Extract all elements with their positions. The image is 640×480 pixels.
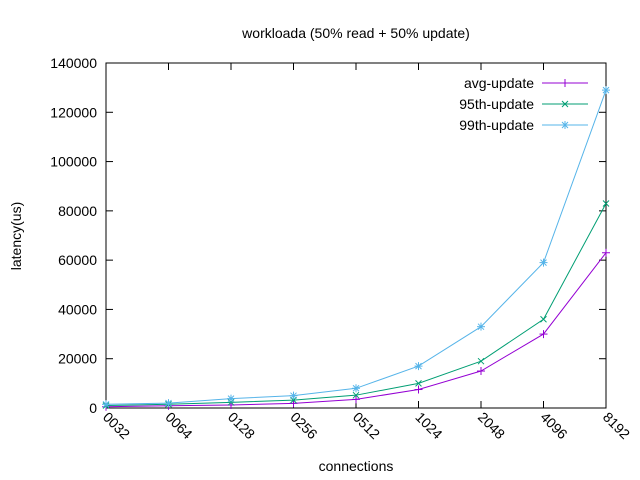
x-tick-label: 0032 (100, 409, 133, 442)
x-tick-label: 0064 (162, 409, 195, 442)
y-tick-label: 140000 (50, 55, 97, 71)
y-tick-label: 60000 (58, 252, 97, 268)
data-point (477, 367, 485, 376)
y-axis-label: latency(us) (8, 202, 24, 270)
x-tick-label: 2048 (475, 409, 508, 442)
data-point (227, 394, 235, 403)
data-point (352, 384, 360, 393)
legend-label: avg-update (464, 75, 534, 91)
data-point (561, 121, 569, 129)
y-tick-label: 0 (89, 400, 97, 416)
series-line-95th-update (105, 203, 607, 407)
y-tick-label: 20000 (58, 351, 97, 367)
x-tick-label: 8192 (600, 409, 633, 442)
legend: avg-update 95th-update 99th-update (459, 75, 588, 133)
x-axis-label: connections (319, 458, 394, 474)
data-point (415, 380, 422, 387)
series-group (102, 86, 610, 411)
data-point (602, 248, 610, 257)
data-point (102, 400, 110, 409)
data-point (352, 391, 360, 399)
data-point (477, 357, 485, 365)
data-point (289, 391, 298, 400)
data-point (539, 330, 548, 339)
legend-label: 95th-update (459, 96, 534, 112)
x-tick-label: 0512 (350, 409, 383, 442)
x-tick-label: 4096 (537, 409, 570, 442)
data-point (561, 79, 569, 87)
data-point (561, 100, 569, 108)
series-line-99th-update (105, 89, 607, 405)
legend-label: 99th-update (459, 117, 534, 133)
x-tick-label: 1024 (412, 409, 445, 442)
data-point (540, 315, 547, 323)
x-tick-label: 0256 (287, 409, 320, 442)
data-point (414, 362, 423, 371)
y-tick-label: 100000 (50, 154, 97, 170)
y-tick-label: 40000 (58, 301, 97, 317)
x-tick-label: 0128 (225, 409, 258, 442)
y-axis: 0 20000 40000 60000 80000 100000 120000 140000 (50, 55, 606, 416)
data-point (164, 399, 173, 408)
plot-frame (105, 62, 607, 409)
y-tick-label: 80000 (58, 203, 97, 219)
data-point (539, 258, 548, 267)
chart-title: workloada (50% read + 50% update) (241, 25, 470, 41)
y-tick-label: 120000 (50, 104, 97, 120)
data-point (352, 395, 360, 404)
data-point (477, 322, 485, 331)
data-point (602, 200, 610, 207)
data-point (414, 385, 423, 394)
data-point (602, 86, 610, 95)
x-axis: 0032 0064 0128 0256 0512 1024 2048 4096 8192 (100, 63, 633, 442)
